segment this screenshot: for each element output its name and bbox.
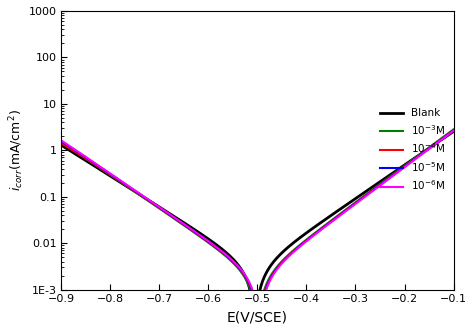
Line: 10$^{-4}$M: 10$^{-4}$M [61, 130, 454, 331]
10$^{-4}$M [130, 188, 136, 192]
10$^{-4}$M [351, 202, 357, 206]
Blank [130, 188, 136, 192]
10$^{-3}$M [58, 141, 64, 145]
10$^{-4}$M [208, 242, 214, 246]
10$^{-3}$M [130, 188, 136, 192]
Blank [208, 239, 214, 243]
Legend: Blank, 10$^{-3}$M, 10$^{-4}$M, 10$^{-5}$M, 10$^{-6}$M: Blank, 10$^{-3}$M, 10$^{-4}$M, 10$^{-5}$… [377, 105, 448, 195]
10$^{-3}$M [451, 127, 456, 131]
10$^{-5}$M [351, 203, 357, 207]
10$^{-6}$M [294, 247, 300, 251]
10$^{-6}$M [58, 138, 64, 142]
10$^{-5}$M [208, 242, 214, 246]
10$^{-3}$M [351, 202, 357, 206]
10$^{-6}$M [451, 129, 456, 133]
10$^{-4}$M [58, 141, 64, 145]
10$^{-5}$M [130, 187, 136, 191]
Blank [314, 224, 319, 228]
10$^{-3}$M [381, 179, 387, 183]
10$^{-4}$M [294, 247, 300, 251]
10$^{-3}$M [314, 230, 319, 234]
Blank [451, 129, 456, 133]
10$^{-6}$M [381, 181, 387, 185]
Line: 10$^{-3}$M: 10$^{-3}$M [61, 129, 454, 331]
10$^{-6}$M [314, 231, 319, 235]
10$^{-6}$M [208, 241, 214, 245]
Blank [58, 143, 64, 147]
10$^{-5}$M [451, 128, 456, 132]
10$^{-6}$M [351, 203, 357, 207]
Blank [294, 238, 300, 242]
Blank [381, 177, 387, 181]
Blank [351, 198, 357, 202]
10$^{-4}$M [451, 128, 456, 132]
10$^{-5}$M [381, 180, 387, 184]
Line: 10$^{-6}$M: 10$^{-6}$M [61, 131, 454, 331]
10$^{-3}$M [208, 243, 214, 247]
Y-axis label: $i_{corr}$(mA/cm$^2$): $i_{corr}$(mA/cm$^2$) [7, 109, 26, 191]
10$^{-5}$M [314, 231, 319, 235]
10$^{-4}$M [314, 231, 319, 235]
10$^{-5}$M [294, 247, 300, 251]
X-axis label: E(V/SCE): E(V/SCE) [227, 310, 288, 324]
Line: 10$^{-5}$M: 10$^{-5}$M [61, 130, 454, 331]
10$^{-4}$M [381, 180, 387, 184]
10$^{-6}$M [130, 187, 136, 191]
Line: Blank: Blank [61, 131, 454, 331]
10$^{-3}$M [294, 246, 300, 250]
10$^{-5}$M [58, 139, 64, 143]
